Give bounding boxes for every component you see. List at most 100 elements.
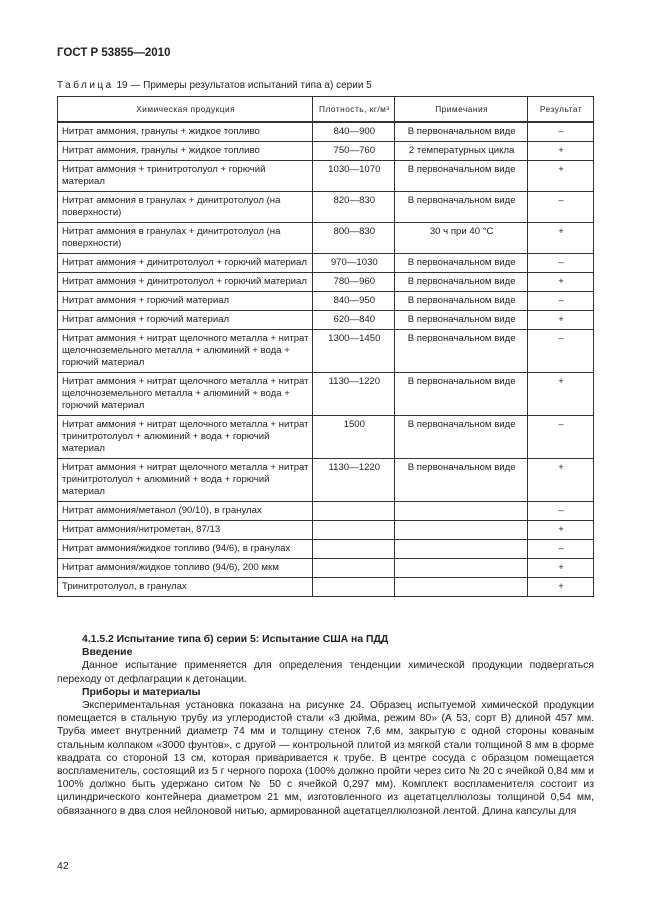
result-cell: – [527, 501, 594, 521]
result-cell: + [527, 577, 594, 597]
density-cell: 840—950 [312, 291, 396, 311]
density-cell: 1500 [312, 415, 396, 459]
table-row: Нитрат аммония + нитрат щелочного металл… [56, 415, 594, 459]
density-cell: 800—830 [312, 222, 396, 254]
density-cell: 1300—1450 [312, 329, 396, 373]
notes-cell [394, 520, 529, 540]
result-cell: + [527, 141, 594, 161]
result-cell: + [527, 520, 594, 540]
notes-cell: В первоначальном виде [394, 291, 529, 311]
results-table: Химическая продукция Плотность, кг/м³ Пр… [56, 96, 594, 597]
result-cell: – [527, 329, 594, 373]
table-row: Нитрат аммония в гранулах + динитротолуо… [56, 222, 594, 254]
intro-paragraph: Данное испытание применяется для определ… [57, 660, 594, 685]
result-cell: + [527, 160, 594, 192]
density-cell [312, 558, 396, 578]
notes-cell: 30 ч при 40 °С [394, 222, 529, 254]
product-cell: Нитрат аммония + нитрат щелочного металл… [56, 458, 314, 502]
notes-cell [394, 539, 529, 559]
page-number: 42 [57, 860, 69, 872]
table-row: Нитрат аммония/жидкое топливо (94/6), 20… [56, 558, 594, 578]
column-header: Примечания [394, 96, 529, 123]
notes-cell [394, 558, 529, 578]
product-cell: Нитрат аммония + тринитротолуол + горючи… [56, 160, 314, 192]
intro-heading: Введение [82, 647, 133, 659]
result-cell: – [527, 539, 594, 559]
table-row: Нитрат аммония, гранулы + жидкое топливо… [56, 121, 594, 142]
notes-cell: В первоначальном виде [394, 415, 529, 459]
result-cell: + [527, 372, 594, 416]
table-row: Нитрат аммония + тринитротолуол + горючи… [56, 160, 594, 192]
table-row: Нитрат аммония + нитрат щелочного металл… [56, 329, 594, 373]
result-cell: + [527, 558, 594, 578]
product-cell: Нитрат аммония, гранулы + жидкое топливо [56, 141, 314, 161]
notes-cell: В первоначальном виде [394, 310, 529, 330]
density-cell: 1030—1070 [312, 160, 396, 192]
notes-cell: В первоначальном виде [394, 329, 529, 373]
table-row: Нитрат аммония/жидкое топливо (94/6), в … [56, 539, 594, 559]
density-cell [312, 520, 396, 540]
table-row: Нитрат аммония + нитрат щелочного металл… [56, 458, 594, 502]
result-cell: – [527, 253, 594, 273]
notes-cell [394, 501, 529, 521]
table-row: Нитрат аммония + динитротолуол + горючий… [56, 253, 594, 273]
column-header: Результат [527, 96, 594, 123]
product-cell: Нитрат аммония + динитротолуол + горючий… [56, 272, 314, 292]
notes-cell: В первоначальном виде [394, 372, 529, 416]
density-cell: 1130—1220 [312, 372, 396, 416]
product-cell: Нитрат аммония + динитротолуол + горючий… [56, 253, 314, 273]
density-cell: 780—960 [312, 272, 396, 292]
density-cell [312, 539, 396, 559]
result-cell: + [527, 222, 594, 254]
notes-cell: 2 температурных цикла [394, 141, 529, 161]
product-cell: Нитрат аммония/метанол (90/10), в гранул… [56, 501, 314, 521]
density-cell: 1130—1220 [312, 458, 396, 502]
product-cell: Нитрат аммония/нитрометан, 87/13 [56, 520, 314, 540]
result-cell: – [527, 291, 594, 311]
product-cell: Нитрат аммония + горючий материал [56, 310, 314, 330]
density-cell: 750—760 [312, 141, 396, 161]
product-cell: Нитрат аммония в гранулах + динитротолуо… [56, 191, 314, 223]
density-cell: 820—830 [312, 191, 396, 223]
notes-cell: В первоначальном виде [394, 121, 529, 142]
product-cell: Нитрат аммония/жидкое топливо (94/6), 20… [56, 558, 314, 578]
materials-heading: Приборы и материалы [82, 686, 201, 698]
table-row: Тринитротолуол, в гранулах + [56, 577, 594, 597]
notes-cell: В первоначальном виде [394, 160, 529, 192]
density-cell [312, 501, 396, 521]
notes-cell: В первоначальном виде [394, 191, 529, 223]
density-cell [312, 577, 396, 597]
materials-paragraph: Экспериментальная установка показана на … [57, 700, 594, 817]
caption-prefix: Таблица [57, 80, 114, 91]
table-row: Нитрат аммония + горючий материал 620—840… [56, 310, 594, 330]
product-cell: Нитрат аммония + нитрат щелочного металл… [56, 329, 314, 373]
density-cell: 840—900 [312, 121, 396, 142]
notes-cell: В первоначальном виде [394, 272, 529, 292]
table-row: Нитрат аммония + нитрат щелочного металл… [56, 372, 594, 416]
result-cell: – [527, 415, 594, 459]
result-cell: – [527, 121, 594, 142]
product-cell: Нитрат аммония/жидкое топливо (94/6), в … [56, 539, 314, 559]
table-header-row: Химическая продукция Плотность, кг/м³ Пр… [56, 96, 594, 123]
column-header: Химическая продукция [56, 96, 314, 123]
notes-cell [394, 577, 529, 597]
result-cell: + [527, 458, 594, 502]
table-caption: Таблица 19 — Примеры результатов испытан… [57, 80, 372, 91]
product-cell: Нитрат аммония + нитрат щелочного металл… [56, 372, 314, 416]
table-row: Нитрат аммония + горючий материал 840—950… [56, 291, 594, 311]
table-row: Нитрат аммония/метанол (90/10), в гранул… [56, 501, 594, 521]
result-cell: – [527, 191, 594, 223]
product-cell: Тринитротолуол, в гранулах [56, 577, 314, 597]
product-cell: Нитрат аммония, гранулы + жидкое топливо [56, 121, 314, 142]
notes-cell: В первоначальном виде [394, 253, 529, 273]
document-header: ГОСТ Р 53855—2010 [57, 47, 171, 59]
table-row: Нитрат аммония, гранулы + жидкое топливо… [56, 141, 594, 161]
section-body: 4.1.5.2 Испытание типа б) серии 5: Испыт… [57, 633, 594, 818]
product-cell: Нитрат аммония + горючий материал [56, 291, 314, 311]
caption-text: 19 — Примеры результатов испытаний типа … [113, 80, 372, 91]
column-header: Плотность, кг/м³ [312, 96, 396, 123]
table-row: Нитрат аммония/нитрометан, 87/13 + [56, 520, 594, 540]
table-row: Нитрат аммония + динитротолуол + горючий… [56, 272, 594, 292]
density-cell: 970—1030 [312, 253, 396, 273]
section-title: 4.1.5.2 Испытание типа б) серии 5: Испыт… [82, 634, 389, 645]
